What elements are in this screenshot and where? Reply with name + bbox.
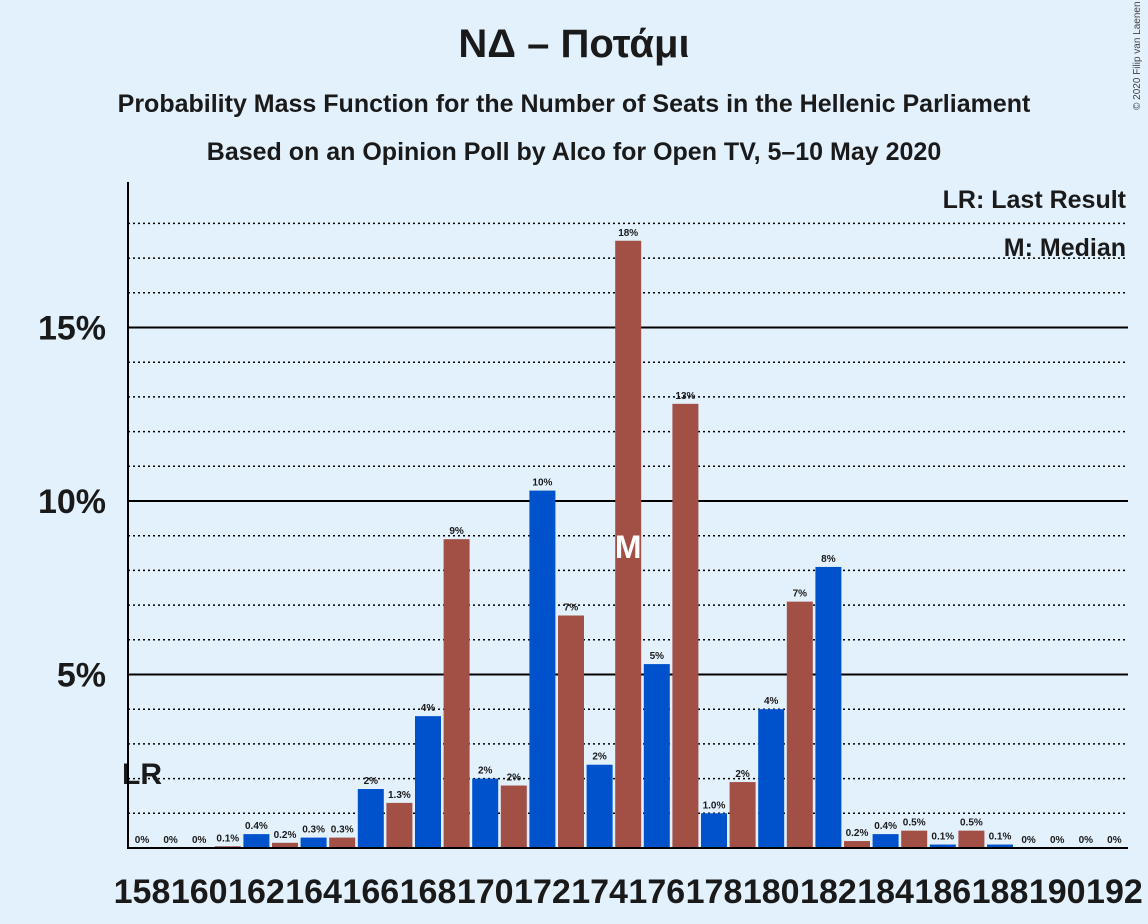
bar-168 xyxy=(415,716,441,848)
bar-174 xyxy=(586,764,613,848)
y-tick-label: 15% xyxy=(38,310,106,348)
data-label-171: 2% xyxy=(507,773,522,784)
data-label-159: 0% xyxy=(163,835,178,846)
bar-175 xyxy=(615,240,642,848)
x-tick-label: 172 xyxy=(514,873,571,911)
data-label-173: 7% xyxy=(564,603,579,614)
data-label-165: 0.3% xyxy=(331,825,354,836)
data-label-166: 2% xyxy=(364,776,379,787)
bar-177 xyxy=(672,403,699,848)
bar-173 xyxy=(558,615,584,848)
data-label-167: 1.3% xyxy=(388,790,411,801)
data-label-178: 1.0% xyxy=(703,800,726,811)
x-tick-label: 180 xyxy=(743,873,800,911)
bar-165 xyxy=(329,837,356,848)
chart-subtitle-source: Based on an Opinion Poll by Alco for Ope… xyxy=(206,138,942,166)
x-tick-label: 186 xyxy=(914,873,971,911)
bar-176 xyxy=(643,664,670,848)
legend-median: M: Median xyxy=(1003,234,1126,262)
bar-184 xyxy=(872,834,899,848)
x-tick-label: 192 xyxy=(1086,873,1143,911)
x-tick-label: 168 xyxy=(400,873,457,911)
median-marker: M xyxy=(615,529,642,565)
data-label-168: 4% xyxy=(421,703,436,714)
legend-last-result: LR: Last Result xyxy=(942,186,1126,214)
data-label-172: 10% xyxy=(532,478,552,489)
data-label-189: 0% xyxy=(1021,835,1036,846)
x-tick-label: 160 xyxy=(171,873,228,911)
chart-title: ΝΔ – Ποτάμι xyxy=(458,22,690,66)
data-label-161: 0.1% xyxy=(216,833,239,844)
bar-171 xyxy=(500,785,527,848)
bar-170 xyxy=(472,778,499,848)
x-tick-label: 158 xyxy=(114,873,171,911)
bar-178 xyxy=(701,813,727,848)
data-label-187: 0.5% xyxy=(960,818,983,829)
x-tick-label: 190 xyxy=(1029,873,1086,911)
data-label-160: 0% xyxy=(192,835,207,846)
x-tick-label: 174 xyxy=(571,873,628,911)
x-tick-label: 164 xyxy=(285,873,342,911)
bar-180 xyxy=(758,709,785,848)
bar-187 xyxy=(958,830,985,848)
bar-183 xyxy=(844,841,870,848)
data-label-182: 8% xyxy=(821,554,836,565)
data-label-177: 13% xyxy=(675,391,695,402)
bar-169 xyxy=(443,539,470,848)
data-label-181: 7% xyxy=(793,589,808,600)
x-tick-label: 166 xyxy=(342,873,399,911)
data-label-175: 18% xyxy=(618,228,638,239)
bar-163 xyxy=(272,842,298,848)
x-tick-label: 184 xyxy=(857,873,914,911)
bar-186 xyxy=(929,844,956,848)
chart-subtitle: Probability Mass Function for the Number… xyxy=(117,90,1031,118)
data-label-179: 2% xyxy=(735,769,750,780)
bar-172 xyxy=(529,490,556,848)
data-label-176: 5% xyxy=(650,651,665,662)
bar-164 xyxy=(300,837,327,848)
bar-181 xyxy=(786,601,813,848)
x-tick-label: 162 xyxy=(228,873,285,911)
bar-182 xyxy=(815,566,842,848)
data-label-190: 0% xyxy=(1050,835,1065,846)
data-label-170: 2% xyxy=(478,766,493,777)
data-label-188: 0.1% xyxy=(989,832,1012,843)
data-label-186: 0.1% xyxy=(931,832,954,843)
data-label-162: 0.4% xyxy=(245,821,268,832)
data-label-164: 0.3% xyxy=(302,825,325,836)
bar-179 xyxy=(729,782,756,848)
bar-188 xyxy=(987,844,1013,848)
x-tick-label: 178 xyxy=(686,873,743,911)
bar-185 xyxy=(901,830,928,848)
bar-162 xyxy=(243,834,270,848)
data-label-169: 9% xyxy=(449,526,464,537)
bar-167 xyxy=(386,802,413,848)
x-tick-label: 176 xyxy=(628,873,685,911)
x-tick-label: 182 xyxy=(800,873,857,911)
data-label-163: 0.2% xyxy=(274,830,297,841)
data-label-183: 0.2% xyxy=(846,828,869,839)
data-label-158: 0% xyxy=(135,835,150,846)
y-tick-label: 10% xyxy=(38,483,106,521)
x-tick-label: 188 xyxy=(972,873,1029,911)
bar-166 xyxy=(357,789,384,848)
data-label-184: 0.4% xyxy=(874,821,897,832)
data-label-180: 4% xyxy=(764,696,779,707)
data-label-192: 0% xyxy=(1107,835,1122,846)
x-tick-label: 170 xyxy=(457,873,514,911)
y-tick-label: 5% xyxy=(57,657,106,695)
data-label-174: 2% xyxy=(592,752,607,763)
data-label-185: 0.5% xyxy=(903,818,926,829)
data-label-191: 0% xyxy=(1079,835,1094,846)
